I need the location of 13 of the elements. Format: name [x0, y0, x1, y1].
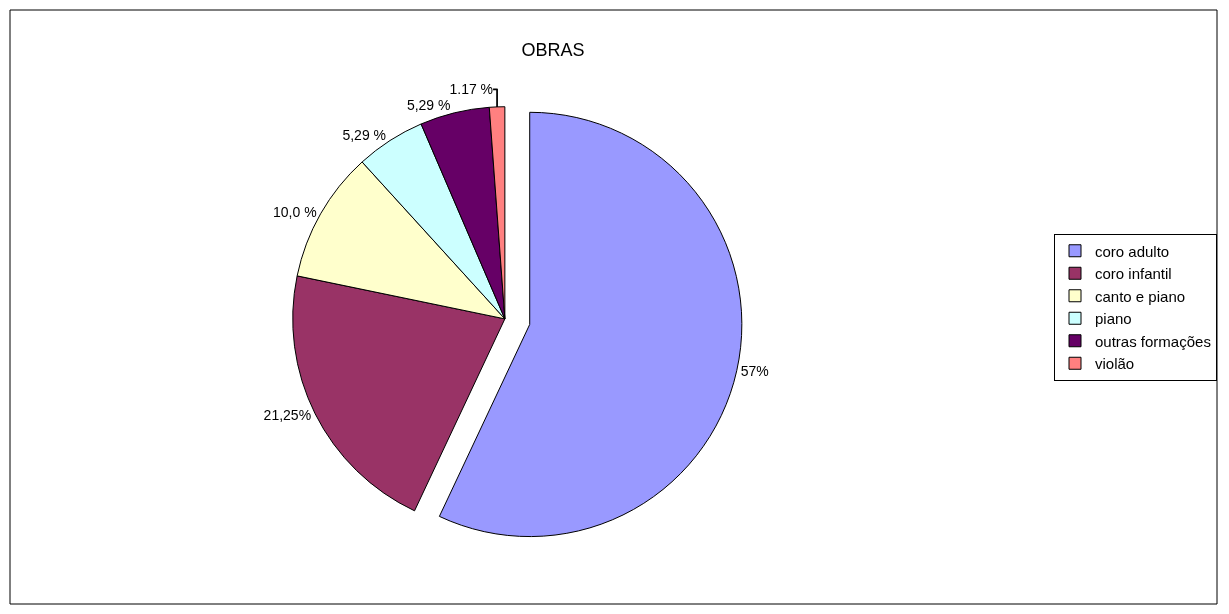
legend-label: piano — [1095, 310, 1132, 328]
legend-label: coro infantil — [1095, 265, 1172, 283]
data-label: 57% — [740, 363, 769, 380]
legend-label: outras formações — [1095, 332, 1211, 350]
data-label: 21,25% — [263, 407, 312, 424]
chart-title: OBRAS — [521, 39, 585, 60]
data-label: 10,0 % — [273, 203, 317, 220]
legend-label: violão — [1095, 355, 1135, 373]
legend-label: coro adulto — [1095, 242, 1170, 260]
data-label: 5,29 % — [406, 97, 451, 114]
legend-label: canto e piano — [1095, 287, 1186, 305]
data-label: 5,29 % — [342, 126, 387, 143]
data-label: 1.17 % — [449, 81, 494, 98]
